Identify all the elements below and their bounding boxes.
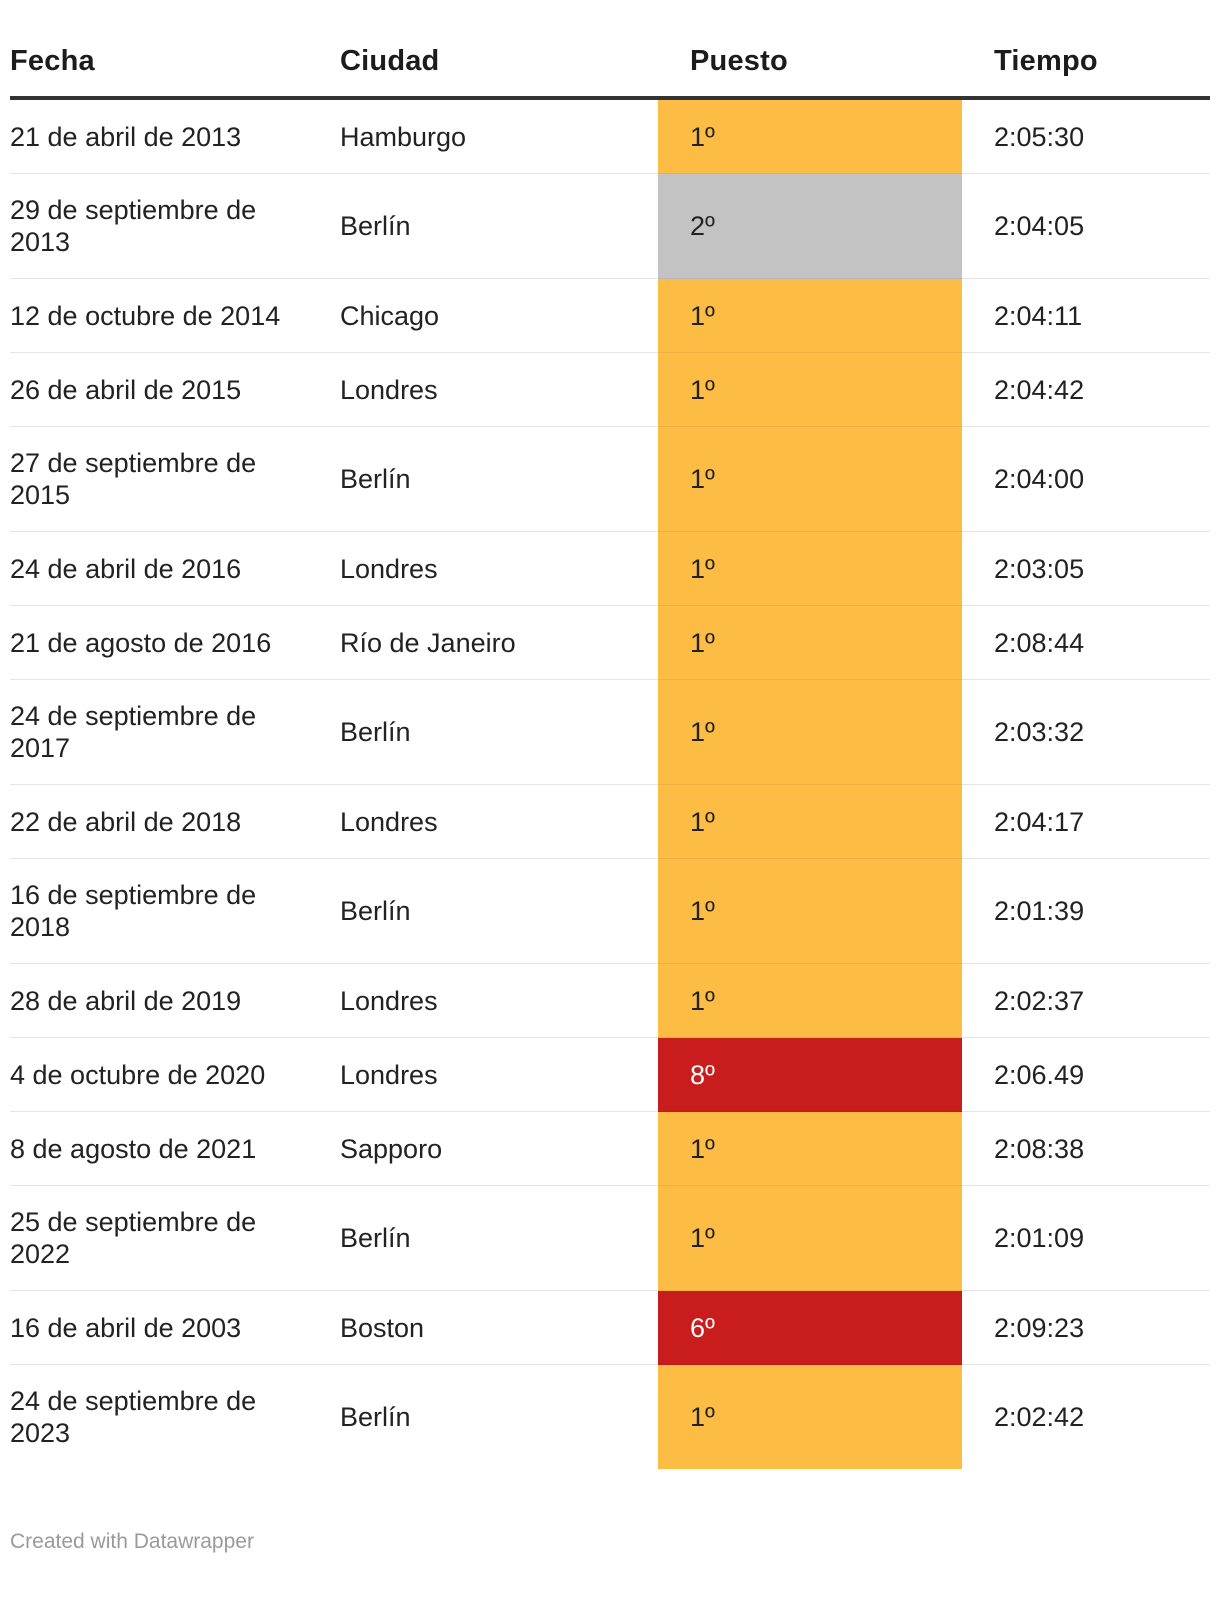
cell-ciudad: Hamburgo — [340, 98, 658, 174]
cell-ciudad: Berlín — [340, 1402, 411, 1432]
cell-tiempo: 2:04:11 — [962, 278, 1210, 353]
cell-fecha: 21 de abril de 2013 — [10, 98, 340, 174]
cell-tiempo: 2:04:05 — [962, 173, 1210, 279]
cell-puesto: 1º — [658, 426, 962, 532]
cell-ciudad: Berlín — [340, 173, 658, 279]
cell-ciudad: Berlín — [340, 1185, 658, 1291]
cell-tiempo: 2:01:09 — [962, 1185, 1210, 1291]
cell-ciudad: Berlín — [340, 426, 658, 532]
cell-tiempo: 2:02:42 — [994, 1402, 1085, 1432]
cell-ciudad: Río de Janeiro — [340, 605, 658, 680]
cell-fecha: 28 de abril de 2019 — [10, 963, 340, 1038]
table-row: 24 de septiembre de 2017 Berlín 1º 2:03:32 — [10, 679, 1210, 785]
cell-ciudad: Chicago — [340, 278, 658, 353]
cell-ciudad: Berlín — [340, 858, 658, 964]
table-row: 27 de septiembre de 2015 Berlín 1º 2:04:00 — [10, 426, 1210, 532]
cell-puesto: 1º — [658, 278, 962, 353]
header-row: Fecha Ciudad Puesto Tiempo — [10, 0, 1210, 100]
table-header: Fecha Ciudad Puesto Tiempo — [10, 0, 1210, 100]
table-row: 29 de septiembre de 2013 Berlín 2º 2:04:05 — [10, 173, 1210, 279]
cell-puesto: 1º — [658, 531, 962, 606]
cell-fecha: 25 de septiembre de 2022 — [10, 1185, 340, 1291]
table-row: 21 de agosto de 2016 Río de Janeiro 1º 2:08… — [10, 605, 1210, 680]
cell-tiempo: 2:06.49 — [962, 1037, 1210, 1112]
column-header-ciudad[interactable]: Ciudad — [340, 0, 658, 100]
cell-puesto: 8º — [658, 1037, 962, 1112]
table-row: 24 de abril de 2016 Londres 1º 2:03:05 — [10, 531, 1210, 606]
cell-tiempo: 2:08:38 — [962, 1111, 1210, 1186]
cell-ciudad: Londres — [340, 784, 658, 859]
cell-tiempo: 2:09:23 — [962, 1290, 1210, 1365]
cell-fecha: 24 de abril de 2016 — [10, 531, 340, 606]
cell-puesto: 1º — [658, 858, 962, 964]
table-row: 22 de abril de 2018 Londres 1º 2:04:17 — [10, 784, 1210, 859]
column-header-fecha[interactable]: Fecha — [10, 0, 340, 100]
cell-puesto: 1º — [658, 1364, 962, 1469]
cell-tiempo: 2:04:42 — [962, 352, 1210, 427]
cell-tiempo: 2:08:44 — [962, 605, 1210, 680]
cell-puesto: 1º — [658, 963, 962, 1038]
cell-puesto: 1º — [658, 1111, 962, 1186]
table-row: 24 de septiembre de 2023 Berlín 1º 2:02:42 — [10, 1364, 1210, 1469]
cell-fecha: 22 de abril de 2018 — [10, 784, 340, 859]
cell-ciudad: Sapporo — [340, 1111, 658, 1186]
cell-fecha: 12 de octubre de 2014 — [10, 278, 340, 353]
cell-fecha: 16 de septiembre de 2018 — [10, 858, 340, 964]
table-row: 4 de octubre de 2020 Londres 8º 2:06.49 — [10, 1037, 1210, 1112]
cell-ciudad: Berlín — [340, 679, 658, 785]
cell-fecha: 4 de octubre de 2020 — [10, 1037, 340, 1112]
results-table-container: Fecha Ciudad Puesto Tiempo 21 de abril d… — [10, 0, 1210, 1469]
cell-fecha: 24 de septiembre de 2017 — [10, 679, 340, 785]
cell-puesto: 1º — [658, 679, 962, 785]
table-row: 21 de abril de 2013 Hamburgo 1º 2:05:30 — [10, 98, 1210, 174]
cell-puesto: 2º — [658, 173, 962, 279]
cell-tiempo: 2:03:05 — [962, 531, 1210, 606]
cell-puesto: 1º — [658, 1185, 962, 1291]
cell-fecha: 27 de septiembre de 2015 — [10, 426, 340, 532]
cell-tiempo: 2:04:00 — [962, 426, 1210, 532]
cell-fecha: 16 de abril de 2003 — [10, 1290, 340, 1365]
cell-puesto: 1º — [658, 784, 962, 859]
table-row: 8 de agosto de 2021 Sapporo 1º 2:08:38 — [10, 1111, 1210, 1186]
cell-puesto: 1º — [658, 352, 962, 427]
cell-fecha: 24 de septiembre de 2023 — [10, 1386, 257, 1448]
cell-fecha: 26 de abril de 2015 — [10, 352, 340, 427]
cell-fecha: 29 de septiembre de 2013 — [10, 173, 340, 279]
cell-tiempo: 2:01:39 — [962, 858, 1210, 964]
results-table: Fecha Ciudad Puesto Tiempo 21 de abril d… — [10, 0, 1210, 1469]
column-header-puesto[interactable]: Puesto — [658, 0, 962, 100]
cell-ciudad: Boston — [340, 1290, 658, 1365]
cell-tiempo: 2:05:30 — [962, 98, 1210, 174]
cell-fecha: 21 de agosto de 2016 — [10, 605, 340, 680]
table-row: 26 de abril de 2015 Londres 1º 2:04:42 — [10, 352, 1210, 427]
cell-puesto: 1º — [658, 605, 962, 680]
table-row: 25 de septiembre de 2022 Berlín 1º 2:01:09 — [10, 1185, 1210, 1291]
cell-tiempo: 2:03:32 — [962, 679, 1210, 785]
cell-tiempo: 2:04:17 — [962, 784, 1210, 859]
datawrapper-credit[interactable]: Created with Datawrapper — [10, 1530, 254, 1553]
table-row: 16 de abril de 2003 Boston 6º 2:09:23 — [10, 1290, 1210, 1365]
table-row: 28 de abril de 2019 Londres 1º 2:02:37 — [10, 963, 1210, 1038]
table-row: 16 de septiembre de 2018 Berlín 1º 2:01:39 — [10, 858, 1210, 964]
column-header-tiempo[interactable]: Tiempo — [962, 0, 1210, 100]
cell-puesto: 1º — [658, 98, 962, 174]
cell-fecha: 8 de agosto de 2021 — [10, 1111, 340, 1186]
cell-puesto: 6º — [658, 1290, 962, 1365]
table-row: 12 de octubre de 2014 Chicago 1º 2:04:11 — [10, 278, 1210, 353]
cell-ciudad: Londres — [340, 531, 658, 606]
table-body: 21 de abril de 2013 Hamburgo 1º 2:05:30 29 d… — [10, 98, 1210, 1469]
cell-ciudad: Londres — [340, 963, 658, 1038]
cell-ciudad: Londres — [340, 352, 658, 427]
cell-ciudad: Londres — [340, 1037, 658, 1112]
cell-tiempo: 2:02:37 — [962, 963, 1210, 1038]
